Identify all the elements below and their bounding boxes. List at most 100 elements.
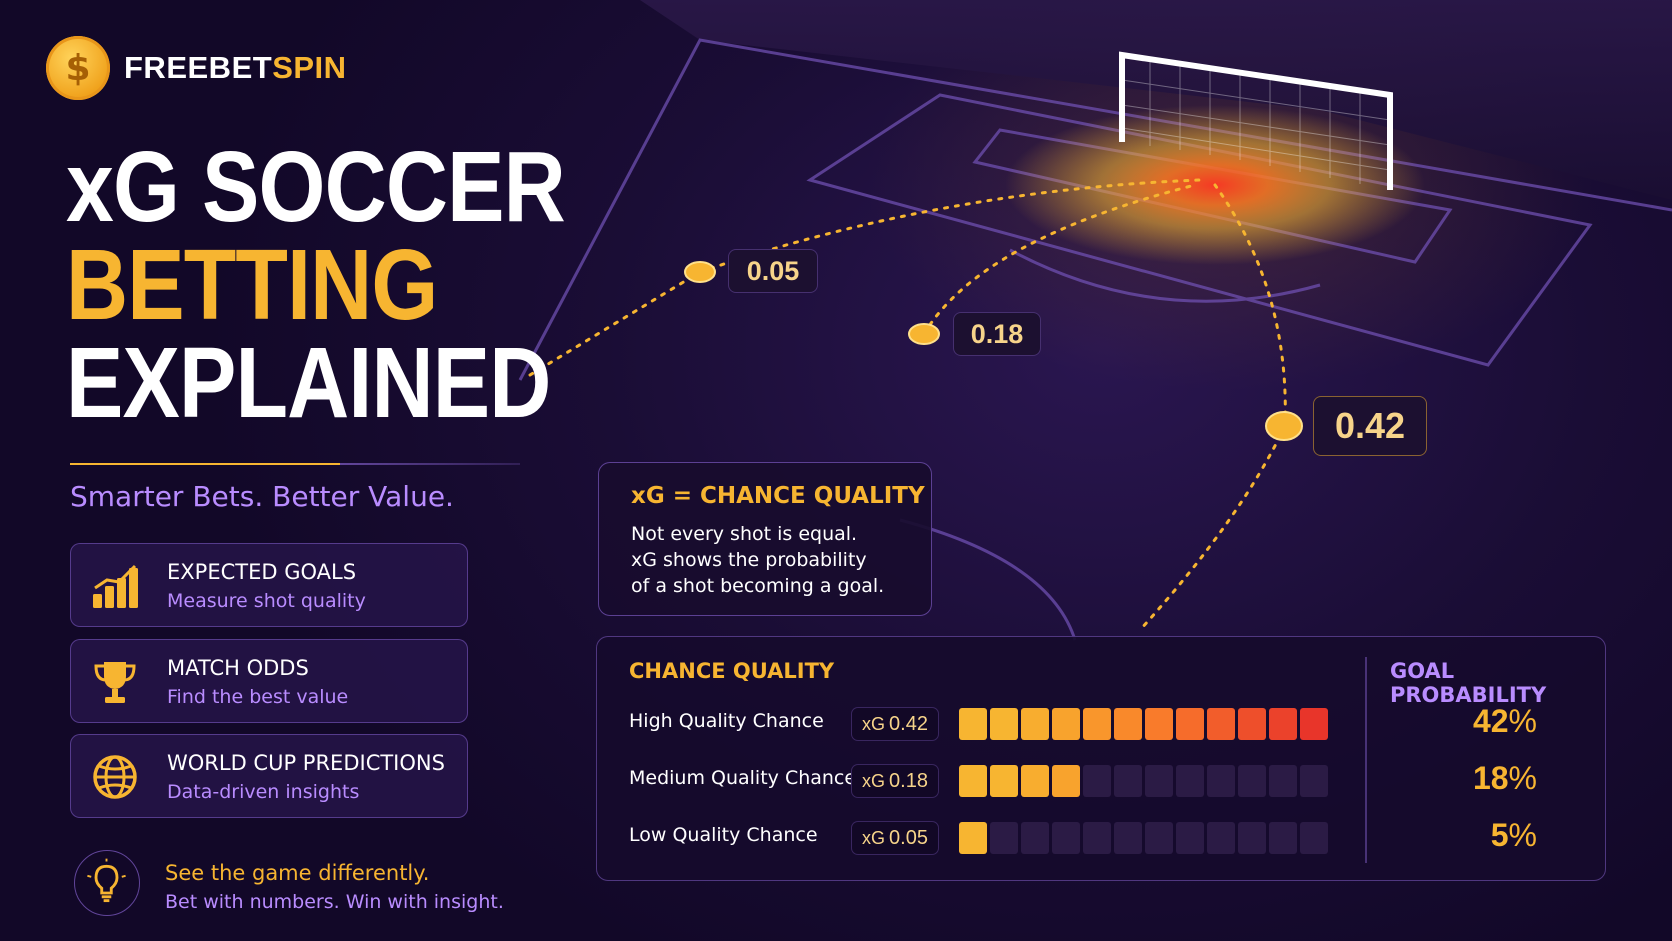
bar-segment-empty (1021, 822, 1049, 854)
shot-markers (684, 261, 1303, 441)
xg-value: 0.05 (889, 826, 928, 849)
bar-segment-empty (1145, 822, 1173, 854)
bar-segment-filled (1207, 708, 1235, 740)
bar-segment-empty (1114, 822, 1142, 854)
bar-segment-filled (990, 708, 1018, 740)
bar-segment-filled (1114, 708, 1142, 740)
bar-segment-filled (959, 708, 987, 740)
goal-probability-value: 18% (1417, 760, 1537, 797)
bar-segment-filled (1052, 708, 1080, 740)
xg-value-pill: xG 0.42 (851, 707, 939, 741)
shot-marker-0.18 (908, 323, 940, 345)
info-heading: xG = CHANCE QUALITY (631, 483, 925, 509)
feature-title: EXPECTED GOALS (167, 560, 357, 584)
stadium-crowd (640, 0, 1672, 200)
feature-card-match-odds[interactable]: MATCH ODDS Find the best value (70, 639, 468, 723)
shot-xg-label: 0.42 (1313, 396, 1427, 456)
info-line: Not every shot is equal. (631, 523, 858, 545)
header-chance-quality: CHANCE QUALITY (629, 659, 835, 683)
shot-marker-0.05 (684, 261, 716, 283)
bar-segment-empty (1238, 765, 1266, 797)
percent-number: 5 (1490, 817, 1509, 853)
lightbulb-icon-badge (74, 850, 140, 916)
bar-segment-empty (1114, 765, 1142, 797)
feature-title: WORLD CUP PREDICTIONS (167, 751, 445, 775)
feature-card-world-cup[interactable]: WORLD CUP PREDICTIONS Data-driven insigh… (70, 734, 468, 818)
percent-unit: % (1508, 817, 1537, 853)
xg-value: 0.42 (889, 712, 928, 735)
brand-name-part2: SPIN (272, 50, 347, 85)
feature-card-expected-goals[interactable]: EXPECTED GOALS Measure shot quality (70, 543, 468, 627)
shot-marker-0.42 (1265, 411, 1303, 441)
bar-segment-empty (1269, 765, 1297, 797)
globe-icon (93, 755, 137, 799)
quality-bar (959, 822, 1328, 854)
xg-value: 0.18 (889, 769, 928, 792)
bar-segment-filled (959, 765, 987, 797)
header-goal-probability: GOAL PROBABILITY (1390, 659, 1547, 707)
goal-probability-value: 42% (1417, 703, 1537, 740)
bar-segment-filled (1176, 708, 1204, 740)
info-body: Not every shot is equal. xG shows the pr… (631, 521, 884, 599)
percent-unit: % (1508, 760, 1537, 796)
bar-segment-filled (1300, 708, 1328, 740)
coin-icon: $ (46, 36, 110, 100)
info-line: of a shot becoming a goal. (631, 575, 885, 597)
shot-xg-label: 0.05 (728, 249, 818, 293)
feature-subtitle: Data-driven insights (167, 781, 360, 803)
bar-segment-empty (1300, 765, 1328, 797)
quality-bar (959, 708, 1328, 740)
bar-segment-empty (1083, 822, 1111, 854)
title-divider (70, 463, 520, 465)
bar-segment-empty (1176, 822, 1204, 854)
feature-title: MATCH ODDS (167, 656, 309, 680)
info-box: xG = CHANCE QUALITY Not every shot is eq… (598, 462, 932, 616)
title-line1: xG SOCCER (66, 131, 566, 243)
row-label: High Quality Chance (629, 710, 824, 732)
brand-logo: $ FREEBETSPIN (46, 36, 347, 100)
tagline: Smarter Bets. Better Value. (70, 480, 454, 513)
bar-segment-empty (1145, 765, 1173, 797)
xg-prefix: xG (862, 770, 886, 791)
insight-headline: See the game differently. (165, 861, 430, 885)
bar-segment-filled (1021, 765, 1049, 797)
shot-xg-label: 0.18 (953, 312, 1041, 356)
lightbulb-icon (87, 858, 126, 903)
row-label: Medium Quality Chance (629, 767, 857, 789)
bar-chart-icon (93, 564, 138, 608)
feature-subtitle: Measure shot quality (167, 590, 366, 612)
bar-segment-empty (1207, 822, 1235, 854)
info-line: xG shows the probability (631, 549, 867, 571)
bar-segment-empty (1176, 765, 1204, 797)
bar-segment-empty (1269, 822, 1297, 854)
bar-segment-filled (1052, 765, 1080, 797)
bar-segment-filled (990, 765, 1018, 797)
trophy-icon (94, 662, 136, 703)
bar-segment-filled (1269, 708, 1297, 740)
brand-name: FREEBETSPIN (124, 50, 347, 86)
table-divider (1365, 657, 1367, 863)
xg-value-pill: xG 0.05 (851, 821, 939, 855)
percent-number: 42 (1472, 703, 1509, 739)
bar-segment-filled (1145, 708, 1173, 740)
xg-prefix: xG (862, 713, 886, 734)
pitch-lines (518, 38, 1672, 641)
goal-frame (1119, 51, 1393, 190)
bar-segment-empty (990, 822, 1018, 854)
bar-segment-filled (1238, 708, 1266, 740)
xg-value-pill: xG 0.18 (851, 764, 939, 798)
bar-segment-filled (959, 822, 987, 854)
bar-segment-filled (1083, 708, 1111, 740)
xg-prefix: xG (862, 827, 886, 848)
goal-probability-value: 5% (1417, 817, 1537, 854)
percent-unit: % (1508, 703, 1537, 739)
goal-net (1121, 60, 1391, 184)
quality-bar (959, 765, 1328, 797)
bar-segment-empty (1238, 822, 1266, 854)
bar-segment-empty (1207, 765, 1235, 797)
row-label: Low Quality Chance (629, 824, 818, 846)
page-title: xG SOCCER BETTING EXPLAINED (66, 131, 566, 433)
trajectory-0.42 (1213, 183, 1287, 428)
